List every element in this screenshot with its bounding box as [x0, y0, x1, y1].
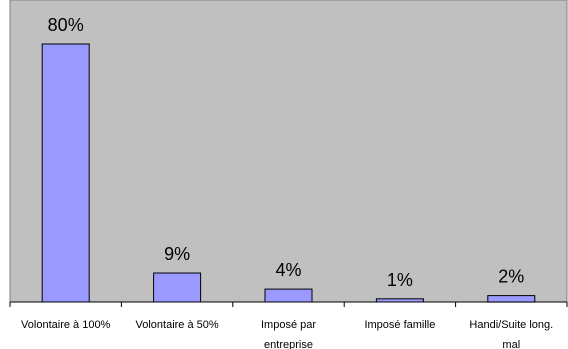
category-label-4: Imposé famille [364, 319, 435, 331]
category-label-2: Volontaire à 50% [136, 319, 219, 331]
data-labels-group: 80% 9% 4% 1% 2% [48, 15, 525, 290]
bar-5 [487, 295, 536, 303]
bars-group [41, 43, 536, 303]
category-labels-group: Volontaire à 100% Volontaire à 50% Imposé … [21, 319, 553, 349]
data-label-3: 4% [275, 260, 301, 280]
bar-2 [153, 272, 202, 303]
bar-1 [41, 43, 90, 303]
data-label-5: 2% [498, 267, 524, 287]
data-label-4: 1% [387, 270, 413, 290]
category-label-5-line-1: Handi/Suite long. [469, 319, 553, 331]
category-label-5-line-2: mal [502, 339, 520, 349]
category-label-3-line-2: entreprise [264, 339, 313, 349]
data-label-2: 9% [164, 244, 190, 264]
category-label-3-line-1: Imposé par [261, 319, 316, 331]
category-label-1: Volontaire à 100% [21, 319, 111, 331]
bar-3 [264, 288, 313, 303]
data-label-1: 80% [48, 15, 84, 35]
x-axis-ticks [9, 302, 568, 307]
plot-area [9, 0, 568, 303]
